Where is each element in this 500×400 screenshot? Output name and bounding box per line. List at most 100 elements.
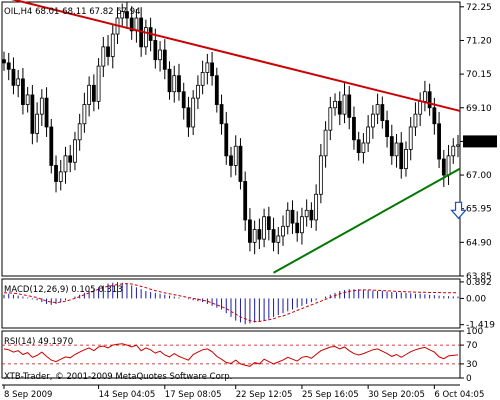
x-tick-label: 30 Sep 20:05 <box>368 390 425 400</box>
candle-body <box>328 107 333 131</box>
candle-body <box>333 100 337 109</box>
macd-tick-label: 0.892 <box>466 278 492 288</box>
candle-body <box>205 62 210 73</box>
x-tick-label: 8 Sep 2009 <box>4 390 52 400</box>
candle-body <box>16 78 21 86</box>
macd-tick-label: -1.419 <box>466 321 495 331</box>
candle-body <box>210 62 214 77</box>
candle-body <box>456 144 460 147</box>
candle-body <box>304 209 309 218</box>
candle-body <box>30 94 35 134</box>
candle-body <box>318 155 323 195</box>
candle-body <box>370 113 375 128</box>
candle-body <box>413 113 418 128</box>
rsi-line <box>3 343 459 367</box>
x-tick-label: 17 Sep 08:05 <box>165 390 222 400</box>
candle-body <box>422 91 427 102</box>
candle-body <box>262 216 267 240</box>
candle-body <box>271 229 276 243</box>
x-tick-label: 6 Oct 04:05 <box>434 390 484 400</box>
candle-body <box>347 94 352 118</box>
price-tick-label: 65.95 <box>466 205 492 215</box>
candle-body <box>281 225 285 237</box>
candle-body <box>243 181 248 221</box>
candle-body <box>54 165 58 182</box>
candle-body <box>39 97 44 115</box>
candle-body <box>375 104 380 115</box>
rsi-tick-label: 30 <box>466 360 478 370</box>
candle-body <box>96 65 101 102</box>
candle-body <box>356 139 361 154</box>
main-chart-title: OIL,H4 68.01 68.11 67.82 67.94 <box>4 7 141 17</box>
candle-body <box>276 235 281 243</box>
candle-body <box>11 68 16 86</box>
price-label-box <box>463 135 497 148</box>
candle-body <box>219 104 224 125</box>
candle-body <box>385 120 389 137</box>
price-tick-label: 71.20 <box>466 36 492 46</box>
price-tick-label: 72.25 <box>466 3 492 13</box>
candle-body <box>87 84 92 105</box>
macd-title: MACD(12,26,9) 0.105 0.313 <box>4 285 123 295</box>
x-tick-label: 22 Sep 12:05 <box>236 390 293 400</box>
candle-body <box>35 113 40 134</box>
candle-body <box>380 104 385 121</box>
rsi-tick-label: 70 <box>466 341 478 351</box>
candle-body <box>252 229 257 243</box>
macd-tick-label: 0.00 <box>466 294 486 304</box>
macd-signal-line <box>4 283 459 322</box>
watermark: XTB-Trader, © 2001-2009 MetaQuotes Softw… <box>4 372 232 382</box>
candle-body <box>399 142 404 170</box>
price-tick-label: 67.00 <box>466 171 492 181</box>
candle-body <box>120 11 125 19</box>
candle-body <box>366 126 371 144</box>
candle-body <box>290 209 295 224</box>
candle-body <box>158 49 162 61</box>
candle-body <box>248 219 252 243</box>
candle-body <box>214 75 219 105</box>
rsi-tick-label: 100 <box>466 327 483 337</box>
candle-body <box>58 171 63 182</box>
candle-body <box>389 136 394 157</box>
candle-body <box>21 78 25 105</box>
candle-body <box>129 17 134 32</box>
candle-body <box>134 17 139 32</box>
candle-body <box>441 158 446 176</box>
candle-body <box>153 40 158 61</box>
candle-body <box>285 209 290 227</box>
candle-body <box>446 155 451 176</box>
candle-body <box>191 97 196 128</box>
candle-body <box>337 100 342 115</box>
candle-body <box>200 72 205 86</box>
candle-body <box>73 139 77 163</box>
candle-body <box>361 142 366 154</box>
candle-body <box>82 104 87 125</box>
candle-body <box>186 107 191 128</box>
candle-body <box>125 11 129 19</box>
candle-body <box>172 75 177 93</box>
candle-body <box>437 123 441 160</box>
support-trendline <box>273 167 461 274</box>
candle-body <box>162 49 167 70</box>
macd-plot-frame <box>1 278 461 329</box>
candle-body <box>181 91 186 109</box>
candle-body <box>394 142 399 157</box>
candle-body <box>266 216 271 230</box>
candle-body <box>177 75 181 93</box>
candle-body <box>451 145 456 157</box>
candle-body <box>2 59 6 64</box>
candle-body <box>300 216 304 234</box>
candle-body <box>91 84 96 102</box>
price-tick-label: 63.85 <box>466 272 492 282</box>
resistance-trendline <box>11 0 461 112</box>
candle-body <box>167 68 172 93</box>
candle-body <box>352 116 356 141</box>
candle-body <box>77 123 82 141</box>
candle-body <box>49 126 54 166</box>
candle-body <box>101 46 106 67</box>
candle-body <box>314 193 319 221</box>
candle-body <box>143 27 148 48</box>
x-tick-label: 14 Sep 04:05 <box>99 390 156 400</box>
candle-body <box>323 129 328 157</box>
